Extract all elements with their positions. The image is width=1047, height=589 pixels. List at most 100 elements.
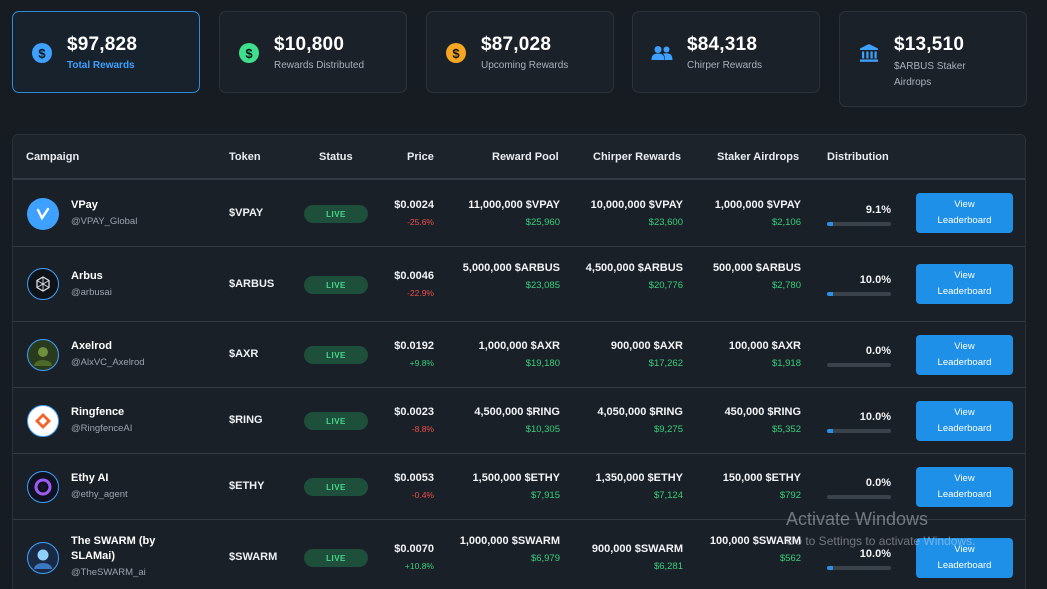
staker-airdrops-amount: 500,000 $ARBUS <box>712 262 801 274</box>
view-leaderboard-button[interactable]: View Leaderboard <box>916 467 1013 507</box>
avatar-vpay-logo-icon <box>27 198 59 230</box>
reward-pool-usd: $19,180 <box>525 358 560 369</box>
distribution-percent: 9.1% <box>865 204 891 216</box>
campaign-name[interactable]: Arbus <box>71 270 103 282</box>
status-badge: LIVE <box>304 205 368 223</box>
users-icon <box>651 42 673 64</box>
campaign-name[interactable]: Axelrod <box>71 340 112 352</box>
chirper-rewards-usd: $9,275 <box>653 424 683 435</box>
stat-label: Rewards Distributed <box>274 60 365 71</box>
stat-value: $87,028 <box>481 34 552 55</box>
price-value: $0.0023 <box>394 406 434 418</box>
stat-card-total-rewards[interactable]: $ $97,828 Total Rewards <box>12 11 200 93</box>
header-token[interactable]: Token <box>229 151 261 163</box>
header-staker-airdrops[interactable]: Staker Airdrops <box>717 151 800 163</box>
stat-label: Total Rewards <box>67 60 135 71</box>
distribution-bar <box>827 222 891 226</box>
dollar-coin-icon: $ <box>238 42 260 64</box>
campaign-name[interactable]: Ringfence <box>71 406 125 418</box>
header-price[interactable]: Price <box>407 151 434 163</box>
stat-card-upcoming-rewards[interactable]: $ $87,028 Upcoming Rewards <box>426 11 614 93</box>
stat-value: $10,800 <box>274 34 345 55</box>
price-change: -8.8% <box>411 424 434 434</box>
price-change: -0.4% <box>411 490 434 500</box>
view-leaderboard-button[interactable]: View Leaderboard <box>916 401 1013 441</box>
stat-card-rewards-distributed[interactable]: $ $10,800 Rewards Distributed <box>219 11 407 93</box>
stat-card-staker-airdrops[interactable]: $13,510 $ARBUS Staker Airdrops <box>839 11 1027 107</box>
campaign-handle[interactable]: @ethy_agent <box>71 489 128 500</box>
chirper-rewards-amount: 10,000,000 $VPAY <box>590 199 683 211</box>
chirper-rewards-amount: 1,350,000 $ETHY <box>595 472 683 484</box>
distribution-bar-fill <box>827 429 834 433</box>
stat-label: Chirper Rewards <box>687 60 763 71</box>
distribution-bar <box>827 363 891 367</box>
reward-pool-usd: $23,085 <box>525 280 560 291</box>
header-reward-pool[interactable]: Reward Pool <box>492 151 559 163</box>
reward-pool-amount: 1,000,000 $SWARM <box>459 535 560 547</box>
staker-airdrops-amount: 100,000 $SWARM <box>709 535 801 547</box>
table-row: Axelrod @AlxVC_Axelrod $AXR LIVE $0.0192… <box>13 322 1025 388</box>
price-value: $0.0046 <box>394 270 434 282</box>
header-chirper-rewards[interactable]: Chirper Rewards <box>593 151 682 163</box>
distribution-bar <box>827 429 891 433</box>
avatar-arbus-logo-icon <box>27 268 59 300</box>
stat-value: $97,828 <box>67 34 138 55</box>
stat-value: $84,318 <box>687 34 758 55</box>
campaign-name[interactable]: The SWARM (by SLAMai) <box>71 535 156 562</box>
status-badge: LIVE <box>304 549 368 567</box>
reward-pool-usd: $6,979 <box>530 553 560 564</box>
campaign-handle[interactable]: @VPAY_Global <box>71 216 138 227</box>
avatar-ethy-logo-icon <box>27 471 59 503</box>
staker-airdrops-usd: $2,780 <box>771 280 801 291</box>
table-row: The SWARM (by SLAMai) @TheSWARM_ai $SWAR… <box>13 520 1025 589</box>
avatar-ringfence-logo-icon <box>27 405 59 437</box>
table-row: Ringfence @RingfenceAI $RING LIVE $0.002… <box>13 388 1025 454</box>
token-symbol: $AXR <box>229 348 259 360</box>
price-change: -22.9% <box>407 288 434 298</box>
reward-pool-amount: 1,500,000 $ETHY <box>472 472 560 484</box>
token-symbol: $ETHY <box>229 480 265 492</box>
bank-icon <box>858 42 880 64</box>
campaign-name[interactable]: Ethy AI <box>71 472 109 484</box>
distribution-percent: 0.0% <box>865 477 891 489</box>
reward-pool-amount: 4,500,000 $RING <box>474 406 560 418</box>
price-value: $0.0053 <box>394 472 434 484</box>
header-distribution[interactable]: Distribution <box>827 151 889 163</box>
token-symbol: $SWARM <box>229 551 278 563</box>
chirper-rewards-amount: 4,050,000 $RING <box>597 406 683 418</box>
campaign-handle[interactable]: @AlxVC_Axelrod <box>71 357 145 368</box>
chirper-rewards-usd: $23,600 <box>648 217 683 228</box>
view-leaderboard-button[interactable]: View Leaderboard <box>916 264 1013 304</box>
campaign-handle[interactable]: @TheSWARM_ai <box>71 567 146 578</box>
reward-pool-usd: $7,915 <box>530 490 560 501</box>
status-badge: LIVE <box>304 478 368 496</box>
reward-pool-amount: 11,000,000 $VPAY <box>468 199 560 211</box>
token-symbol: $RING <box>229 414 263 426</box>
view-leaderboard-button[interactable]: View Leaderboard <box>916 538 1013 578</box>
staker-airdrops-usd: $1,918 <box>771 358 801 369</box>
price-change: -25.6% <box>407 217 434 227</box>
staker-airdrops-usd: $2,106 <box>771 217 801 228</box>
header-status[interactable]: Status <box>319 151 353 163</box>
campaign-handle[interactable]: @RingfenceAI <box>71 423 133 434</box>
distribution-percent: 10.0% <box>859 274 891 286</box>
status-badge: LIVE <box>304 346 368 364</box>
view-leaderboard-button[interactable]: View Leaderboard <box>916 335 1013 375</box>
header-campaign[interactable]: Campaign <box>26 151 80 163</box>
distribution-percent: 10.0% <box>859 411 891 423</box>
reward-pool-usd: $25,960 <box>525 217 560 228</box>
table-row: Ethy AI @ethy_agent $ETHY LIVE $0.0053 -… <box>13 454 1025 520</box>
chirper-rewards-usd: $17,262 <box>648 358 683 369</box>
reward-pool-amount: 1,000,000 $AXR <box>478 340 560 352</box>
reward-pool-amount: 5,000,000 $ARBUS <box>462 262 560 274</box>
stat-card-chirper-rewards[interactable]: $84,318 Chirper Rewards <box>632 11 820 93</box>
table-row: VPay @VPAY_Global $VPAY LIVE $0.0024 -25… <box>13 181 1025 247</box>
view-leaderboard-button[interactable]: View Leaderboard <box>916 193 1013 233</box>
status-badge: LIVE <box>304 412 368 430</box>
price-value: $0.0070 <box>394 543 434 555</box>
status-badge: LIVE <box>304 276 368 294</box>
stat-value: $13,510 <box>894 34 965 55</box>
campaign-name[interactable]: VPay <box>71 199 98 211</box>
campaign-handle[interactable]: @arbusai <box>71 287 112 298</box>
distribution-bar <box>827 292 891 296</box>
